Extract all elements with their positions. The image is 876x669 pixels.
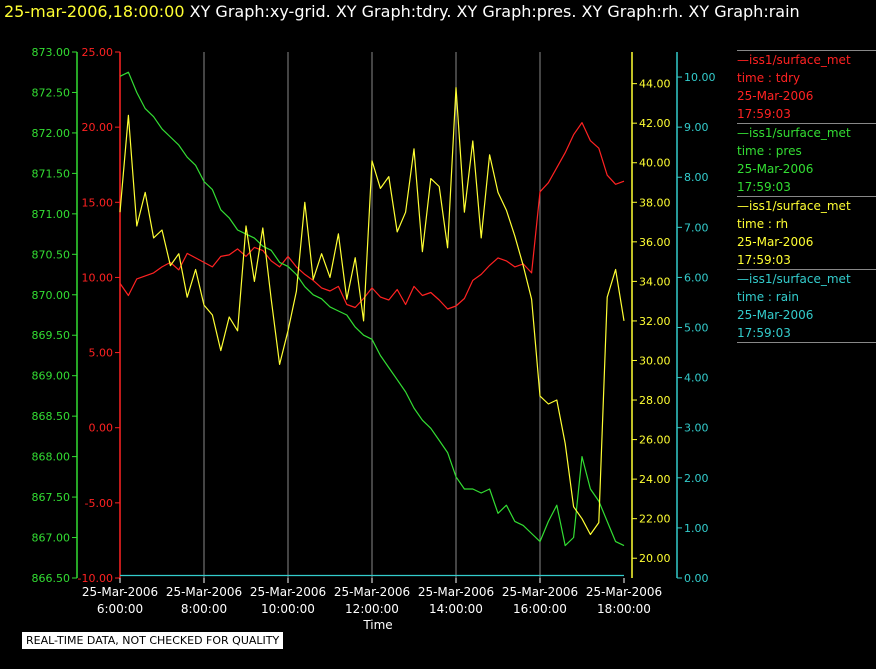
x-tick-label-date: 25-Mar-2006 bbox=[586, 585, 662, 599]
pres-tick-label: 869.00 bbox=[32, 370, 71, 383]
legend-variable: time : pres bbox=[737, 144, 802, 158]
vertical-grid-lines bbox=[203, 52, 541, 578]
x-tick-label-time: 6:00:00 bbox=[97, 602, 143, 616]
pres-tick-label: 872.50 bbox=[32, 86, 71, 99]
x-tick-label-time: 14:00:00 bbox=[429, 602, 483, 616]
x-axis: 25-Mar-2006 6:00:00 25-Mar-2006 8:00:00 25-M… bbox=[82, 578, 662, 616]
legend-date: 25-Mar-2006 bbox=[737, 89, 814, 103]
rain-tick-label: 7.00 bbox=[684, 221, 709, 234]
rh-tick-label: 40.00 bbox=[639, 157, 671, 170]
rain-tick-label: 8.00 bbox=[684, 171, 709, 184]
rh-tick-label: 42.00 bbox=[639, 117, 671, 130]
x-tick-label-time: 16:00:00 bbox=[513, 602, 567, 616]
rh-tick-label: 30.00 bbox=[639, 354, 671, 367]
rh-tick-label: 28.00 bbox=[639, 394, 671, 407]
legend-date: 25-Mar-2006 bbox=[737, 308, 814, 322]
pres-tick-label: 871.00 bbox=[32, 208, 71, 221]
graph-header: 25-mar-2006,18:00:00 XY Graph:xy-grid. X… bbox=[4, 2, 800, 21]
rain-tick-label: 2.00 bbox=[684, 472, 709, 485]
legend-variable: time : rain bbox=[737, 290, 800, 304]
pres-tick-label: 867.50 bbox=[32, 491, 71, 504]
legend-time: 17:59:03 bbox=[737, 107, 791, 121]
rain-tick-label: 9.00 bbox=[684, 121, 709, 134]
pres-tick-label: 873.00 bbox=[32, 46, 71, 59]
legend-entry-pres: —iss1/surface_met time : pres 25-Mar-200… bbox=[737, 123, 876, 196]
tdry-tick-label: 20.00 bbox=[82, 121, 114, 134]
x-tick-label-date: 25-Mar-2006 bbox=[334, 585, 410, 599]
legend-time: 17:59:03 bbox=[737, 180, 791, 194]
x-tick-label-time: 12:00:00 bbox=[345, 602, 399, 616]
x-tick-label-time: 10:00:00 bbox=[261, 602, 315, 616]
pres-series-line bbox=[119, 71, 625, 547]
rain-tick-label: 5.00 bbox=[684, 322, 709, 335]
legend-entry-tdry: —iss1/surface_met time : tdry 25-Mar-200… bbox=[737, 50, 876, 123]
rh-tick-label: 36.00 bbox=[639, 236, 671, 249]
legend-name: —iss1/surface_met bbox=[737, 272, 851, 286]
tdry-tick-label: 15.00 bbox=[82, 196, 114, 209]
x-tick-label-date: 25-Mar-2006 bbox=[82, 585, 158, 599]
rain-tick-label: 10.00 bbox=[684, 71, 716, 84]
header-datetime: 25-mar-2006,18:00:00 bbox=[4, 2, 185, 21]
legend-date: 25-Mar-2006 bbox=[737, 235, 814, 249]
legend-entry-rh: —iss1/surface_met time : rh 25-Mar-2006 … bbox=[737, 196, 876, 269]
rh-tick-label: 26.00 bbox=[639, 434, 671, 447]
x-tick-label-date: 25-Mar-2006 bbox=[418, 585, 494, 599]
x-tick-label-time: 18:00:00 bbox=[597, 602, 651, 616]
x-tick-label-date: 25-Mar-2006 bbox=[502, 585, 578, 599]
rain-tick-label: 4.00 bbox=[684, 372, 709, 385]
rh-tick-label: 44.00 bbox=[639, 78, 671, 91]
tdry-tick-label: 0.00 bbox=[89, 422, 114, 435]
legend-name: —iss1/surface_met bbox=[737, 199, 851, 213]
rh-tick-label: 22.00 bbox=[639, 513, 671, 526]
tdry-tick-label: -5.00 bbox=[85, 497, 113, 510]
tdry-tick-label: 10.00 bbox=[82, 271, 114, 284]
series-lines bbox=[119, 71, 625, 577]
pres-tick-label: 872.00 bbox=[32, 127, 71, 140]
pres-tick-label: 866.50 bbox=[32, 572, 71, 585]
legend-time: 17:59:03 bbox=[737, 326, 791, 340]
x-tick-label-date: 25-Mar-2006 bbox=[166, 585, 242, 599]
legend-variable: time : tdry bbox=[737, 71, 801, 85]
pres-tick-label: 871.50 bbox=[32, 167, 71, 180]
legend-time: 17:59:03 bbox=[737, 253, 791, 267]
tdry-tick-label: 25.00 bbox=[82, 46, 114, 59]
legend: —iss1/surface_met time : tdry 25-Mar-200… bbox=[737, 50, 876, 343]
tdry-tick-label: -10.00 bbox=[78, 572, 113, 585]
rain-tick-label: 6.00 bbox=[684, 271, 709, 284]
legend-name: —iss1/surface_met bbox=[737, 126, 851, 140]
pres-tick-label: 870.00 bbox=[32, 289, 71, 302]
rain-tick-label: 3.00 bbox=[684, 422, 709, 435]
pres-tick-label: 869.50 bbox=[32, 329, 71, 342]
rh-tick-label: 20.00 bbox=[639, 552, 671, 565]
rh-tick-label: 38.00 bbox=[639, 196, 671, 209]
legend-date: 25-Mar-2006 bbox=[737, 162, 814, 176]
rain-tick-label: 0.00 bbox=[684, 572, 709, 585]
pres-tick-label: 868.00 bbox=[32, 451, 71, 464]
rh-tick-label: 24.00 bbox=[639, 473, 671, 486]
rh-series-line bbox=[119, 87, 625, 536]
pres-tick-label: 867.00 bbox=[32, 532, 71, 545]
pres-tick-label: 868.50 bbox=[32, 410, 71, 423]
rh-tick-label: 32.00 bbox=[639, 315, 671, 328]
pres-tick-label: 870.50 bbox=[32, 248, 71, 261]
x-tick-label-date: 25-Mar-2006 bbox=[250, 585, 326, 599]
legend-variable: time : rh bbox=[737, 217, 789, 231]
tdry-series-line bbox=[119, 122, 625, 310]
legend-entry-rain: —iss1/surface_met time : rain 25-Mar-200… bbox=[737, 269, 876, 343]
quality-disclaimer: REAL-TIME DATA, NOT CHECKED FOR QUALITY bbox=[22, 632, 284, 649]
legend-name: —iss1/surface_met bbox=[737, 53, 851, 67]
header-titles: XY Graph:xy-grid. XY Graph:tdry. XY Grap… bbox=[189, 2, 800, 21]
rh-tick-label: 34.00 bbox=[639, 275, 671, 288]
x-tick-label-time: 8:00:00 bbox=[181, 602, 227, 616]
x-axis-label: Time bbox=[362, 618, 392, 632]
rain-tick-label: 1.00 bbox=[684, 522, 709, 535]
tdry-tick-label: 5.00 bbox=[89, 347, 114, 360]
y-axes: 873.00 872.50 872.00 871.50 871.00 870.50 870.… bbox=[32, 46, 716, 585]
